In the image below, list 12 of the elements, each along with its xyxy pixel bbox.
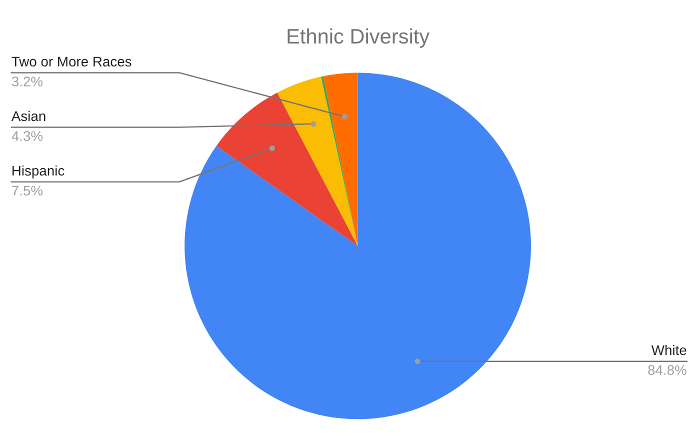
data-label: 84.8% [648, 365, 686, 375]
slice-label: Asian [11, 110, 46, 122]
data-label: 7.5% [12, 186, 43, 196]
slice-label: Two or More Races [12, 56, 132, 67]
pie-slice [216, 92, 358, 246]
pie-slice [277, 76, 358, 246]
slice-label: Hispanic [12, 165, 64, 178]
chart-title: Ethnic Diversity [288, 28, 430, 48]
slice-label: White [651, 344, 686, 356]
pie-slice [184, 72, 531, 420]
data-label: 3.2% [12, 76, 43, 86]
data-label: 4.3% [12, 131, 43, 141]
